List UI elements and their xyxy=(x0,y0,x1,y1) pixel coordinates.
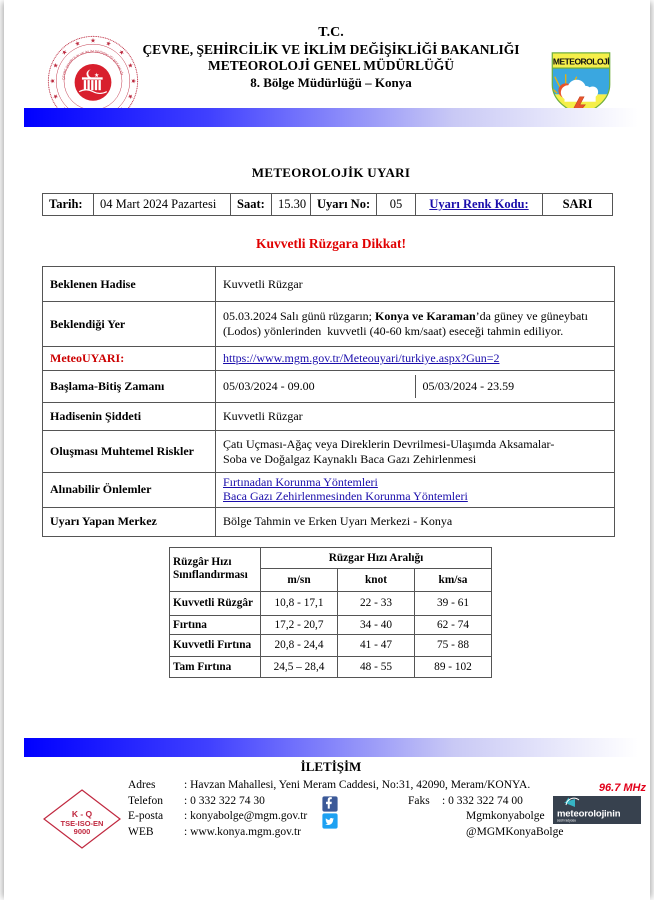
svg-text:9000: 9000 xyxy=(74,827,91,836)
svg-text:K - Q: K - Q xyxy=(72,809,93,819)
svg-text:sesli radyosu: sesli radyosu xyxy=(557,819,576,823)
svg-text:meteorolojinin: meteorolojinin xyxy=(557,809,621,820)
svg-text:96.7 MHz: 96.7 MHz xyxy=(599,782,647,794)
svg-text:METEOROLOJİ: METEOROLOJİ xyxy=(553,57,610,66)
